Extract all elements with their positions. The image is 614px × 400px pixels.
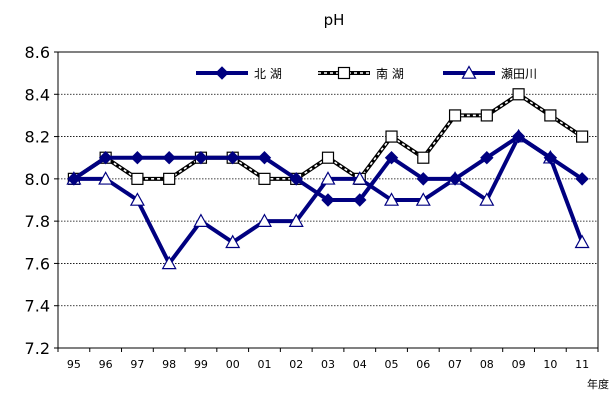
x-tick-label: 11	[575, 358, 589, 371]
data-point	[193, 213, 209, 227]
data-point	[574, 234, 590, 249]
x-tick-label: 96	[99, 358, 113, 371]
legend-marker	[337, 66, 351, 80]
data-point	[480, 151, 494, 165]
series-line-0	[72, 134, 584, 202]
x-tick-label: 05	[385, 358, 399, 371]
series-group	[66, 88, 590, 270]
series-line-dash-1	[73, 93, 583, 180]
legend-marker	[215, 66, 229, 80]
data-point	[131, 172, 144, 185]
legend-marker	[461, 65, 477, 79]
data-point	[321, 151, 335, 164]
x-tick-label: 01	[257, 358, 271, 371]
plot-area	[57, 51, 599, 349]
series-0	[67, 129, 589, 207]
data-point	[163, 172, 176, 185]
x-tick-label: 04	[353, 358, 367, 371]
x-tick-label: 99	[194, 358, 208, 371]
data-point	[384, 151, 399, 165]
chart-title: pH	[324, 11, 345, 29]
data-point	[67, 172, 81, 186]
y-tick-label: 8.0	[25, 170, 50, 189]
x-tick-label: 03	[321, 358, 335, 371]
legend-entry-1: 南 湖	[318, 66, 404, 81]
y-tick-label: 8.4	[25, 85, 50, 104]
y-tick-label: 7.4	[25, 297, 50, 316]
data-point	[258, 172, 271, 185]
data-point	[129, 192, 145, 206]
data-point	[257, 151, 272, 165]
x-tick-label: 98	[162, 358, 176, 371]
legend-label: 南 湖	[376, 66, 404, 81]
data-point	[352, 171, 368, 185]
x-tick-label: 08	[480, 358, 494, 371]
legend-entry-0: 北 湖	[196, 66, 282, 81]
data-point	[575, 172, 589, 186]
data-point	[161, 255, 177, 270]
data-point	[353, 193, 367, 207]
x-axis: 95 96 97 98 99 00 01 02 03 04 05 06 07 08 09 10 11	[57, 348, 599, 371]
data-point	[416, 172, 431, 186]
data-point	[576, 130, 589, 143]
x-tick-label: 95	[67, 358, 81, 371]
x-tick-label: 07	[448, 358, 462, 371]
legend-label: 北 湖	[254, 66, 282, 81]
data-point	[225, 234, 241, 249]
data-point	[321, 193, 335, 207]
y-tick-label: 7.6	[25, 254, 50, 273]
legend-entry-2: 瀬田川	[443, 65, 537, 81]
data-point	[448, 172, 462, 186]
data-point	[194, 151, 208, 165]
data-point	[162, 151, 176, 165]
data-point	[415, 192, 431, 206]
data-point	[256, 213, 272, 227]
legend-label: 瀬田川	[501, 67, 537, 81]
x-tick-label: 02	[289, 358, 303, 371]
data-point	[512, 88, 525, 101]
x-tick-label: 06	[416, 358, 430, 371]
data-point	[225, 151, 240, 165]
data-point	[448, 109, 462, 122]
y-tick-label: 8.6	[25, 43, 50, 62]
x-tick-label: 97	[130, 358, 144, 371]
y-tick-label: 8.2	[25, 128, 50, 147]
data-point	[98, 171, 114, 185]
data-point	[288, 213, 304, 227]
data-point	[384, 192, 400, 206]
data-point	[479, 192, 495, 206]
y-tick-label: 7.2	[25, 339, 50, 358]
data-point	[417, 151, 430, 164]
data-point	[320, 171, 336, 185]
data-point	[543, 151, 558, 165]
data-point	[544, 109, 557, 122]
x-tick-label: 00	[226, 358, 240, 371]
x-axis-title: 年度	[587, 377, 609, 391]
y-axis: 7.2 7.4 7.6 7.8 8.0 8.2 8.4 8.6	[25, 43, 58, 358]
y-tick-label: 7.8	[25, 212, 50, 231]
data-point	[480, 109, 493, 122]
x-tick-label: 10	[543, 358, 557, 371]
data-point	[385, 130, 398, 143]
legend: 北 湖 南 湖 瀬田川	[196, 65, 537, 81]
data-point	[98, 151, 113, 165]
x-tick-label: 09	[512, 358, 526, 371]
data-point	[130, 151, 145, 165]
data-point	[289, 172, 303, 186]
data-point	[511, 129, 526, 144]
